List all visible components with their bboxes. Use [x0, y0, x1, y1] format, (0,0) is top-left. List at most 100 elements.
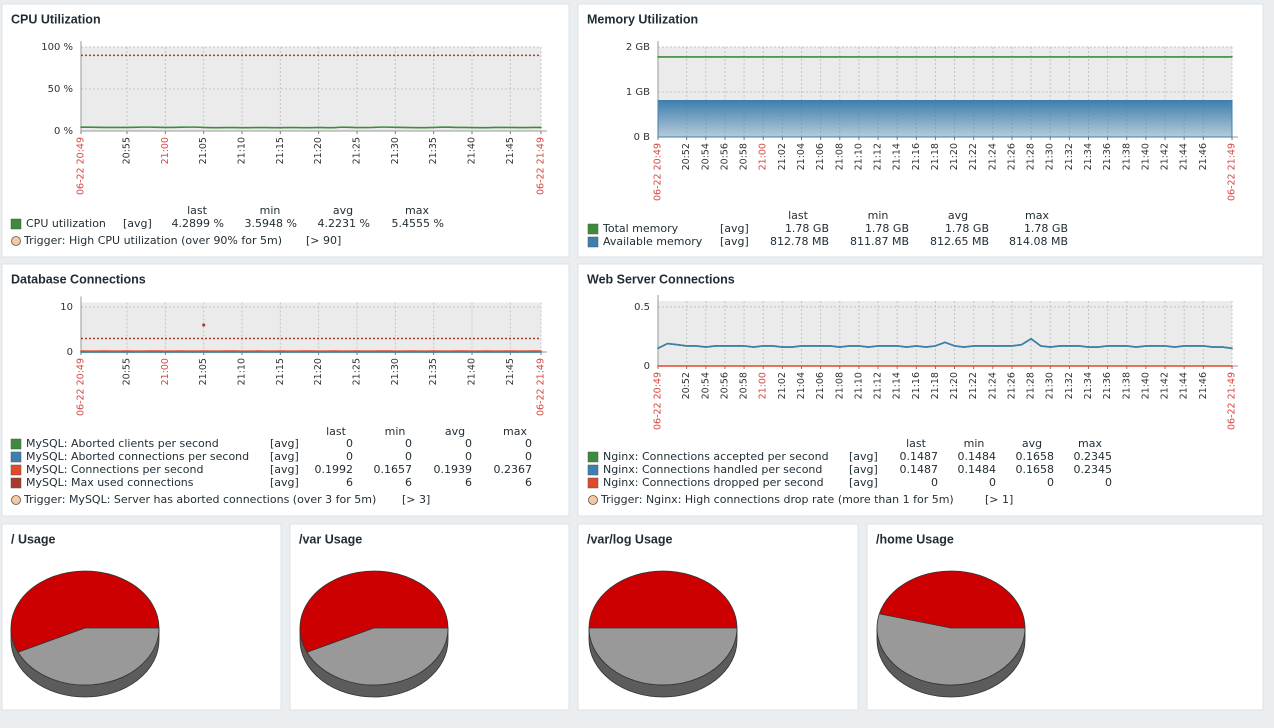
- x-tick-label: 21:46: [1198, 143, 1209, 170]
- pie-slice: [878, 570, 1026, 629]
- x-tick-label: 21:06: [815, 143, 826, 170]
- legend-header: max: [1025, 209, 1049, 222]
- x-tick-label: 21:44: [1179, 372, 1190, 399]
- x-tick-label: 06-22 20:49: [653, 372, 664, 430]
- trigger-icon: [11, 236, 21, 246]
- x-tick-label: 20:52: [681, 143, 692, 170]
- x-tick-label: 21:34: [1083, 372, 1094, 399]
- legend-stat: 0.1487: [900, 463, 939, 476]
- legend-stat: 1.78 GB: [945, 222, 989, 235]
- legend-stat: 0: [405, 437, 412, 450]
- x-tick-label: 21:00: [758, 372, 769, 399]
- legend-stat: 0: [1047, 476, 1054, 489]
- legend-stat: 0.1484: [958, 463, 997, 476]
- x-tick-label: 21:30: [390, 358, 401, 385]
- legend-name: MySQL: Connections per second: [26, 463, 203, 476]
- legend-swatch: [587, 223, 599, 235]
- x-tick-label: 06-22 20:49: [76, 358, 87, 416]
- x-tick-label: 21:38: [1121, 143, 1132, 170]
- y-tick-label: 0: [67, 347, 73, 358]
- legend-stat: 0.1484: [958, 450, 997, 463]
- x-tick-label: 21:15: [275, 137, 286, 164]
- legend-swatch: [10, 451, 22, 463]
- legend-header: avg: [1022, 437, 1042, 450]
- x-tick-label: 21:08: [834, 372, 845, 399]
- trigger-name: Trigger: MySQL: Server has aborted conne…: [23, 493, 376, 506]
- legend-stat: 6: [465, 476, 472, 489]
- legend-swatch: [587, 236, 599, 248]
- x-tick-label: 21:46: [1198, 372, 1209, 399]
- x-tick-label: 21:20: [313, 137, 324, 164]
- legend-header: min: [260, 204, 281, 217]
- x-tick-label: 21:22: [968, 143, 979, 170]
- plot-area: [81, 302, 541, 352]
- legend-swatch: [587, 477, 599, 489]
- legend-header: avg: [445, 425, 465, 438]
- trigger-label: [> 1]: [985, 493, 1013, 506]
- x-tick-label: 21:36: [1102, 143, 1113, 170]
- y-tick-label: 10: [60, 302, 73, 313]
- widget-title: Database Connections: [11, 272, 146, 286]
- x-tick-label: 21:42: [1160, 372, 1171, 399]
- trigger-icon: [11, 495, 21, 505]
- x-tick-label: 21:35: [428, 137, 439, 164]
- legend-stat: 4.2231 %: [318, 217, 370, 230]
- legend-stat: 0: [405, 450, 412, 463]
- legend-stat: 811.87 MB: [850, 235, 909, 248]
- x-tick-label: 21:16: [911, 372, 922, 399]
- x-tick-label: 06-22 20:49: [653, 143, 664, 201]
- legend-func: [avg]: [849, 476, 878, 489]
- y-tick-label: 100 %: [41, 42, 73, 53]
- x-tick-label: 06-22 21:49: [1227, 143, 1238, 201]
- legend-stat: 0.1657: [374, 463, 413, 476]
- legend-stat: 0: [346, 437, 353, 450]
- x-tick-label: 21:40: [467, 137, 478, 164]
- series-line: [657, 338, 1233, 350]
- legend-stat: 0.1658: [1016, 450, 1055, 463]
- legend-header: min: [868, 209, 889, 222]
- x-tick-label: 20:56: [719, 372, 730, 399]
- legend-name: Total memory: [602, 222, 679, 235]
- legend-name: MySQL: Aborted connections per second: [26, 450, 249, 463]
- legend-stat: 0: [1105, 476, 1112, 489]
- x-tick-label: 21:18: [930, 143, 941, 170]
- legend-stat: 4.2899 %: [172, 217, 224, 230]
- legend-func: [avg]: [720, 235, 749, 248]
- x-tick-label: 21:36: [1102, 372, 1113, 399]
- legend-header: min: [385, 425, 406, 438]
- x-tick-label: 21:10: [853, 143, 864, 170]
- series-line: [80, 126, 542, 129]
- legend-swatch: [10, 477, 22, 489]
- x-tick-label: 21:10: [237, 137, 248, 164]
- legend-func: [avg]: [270, 476, 299, 489]
- legend-stat: 0.2345: [1074, 450, 1113, 463]
- x-tick-label: 21:45: [505, 137, 516, 164]
- legend-header: last: [187, 204, 208, 217]
- y-tick-label: 0 %: [54, 126, 73, 137]
- x-tick-label: 21:06: [815, 372, 826, 399]
- legend-stat: 0.1992: [315, 463, 354, 476]
- legend-name: Nginx: Connections handled per second: [603, 463, 822, 476]
- x-tick-label: 21:14: [892, 143, 903, 170]
- x-tick-label: 21:34: [1083, 143, 1094, 170]
- legend-header: last: [906, 437, 927, 450]
- x-tick-label: 21:28: [1026, 372, 1037, 399]
- x-tick-label: 21:32: [1064, 372, 1075, 399]
- x-tick-label: 21:25: [352, 137, 363, 164]
- legend-stat: 1.78 GB: [785, 222, 829, 235]
- x-tick-label: 20:58: [739, 143, 750, 170]
- x-tick-label: 21:05: [198, 137, 209, 164]
- pie-slice: [17, 627, 160, 686]
- pie-slice: [588, 570, 738, 629]
- x-tick-label: 21:05: [198, 358, 209, 385]
- legend-stat: 0: [465, 437, 472, 450]
- legend-header: max: [405, 204, 429, 217]
- legend-swatch: [10, 218, 22, 230]
- legend-stat: 6: [405, 476, 412, 489]
- x-tick-label: 20:54: [700, 372, 711, 399]
- x-tick-label: 21:35: [428, 358, 439, 385]
- widget-title: / Usage: [11, 532, 56, 546]
- x-tick-label: 21:14: [892, 372, 903, 399]
- legend-stat: 0.2345: [1074, 463, 1113, 476]
- legend-stat: 0.2367: [494, 463, 533, 476]
